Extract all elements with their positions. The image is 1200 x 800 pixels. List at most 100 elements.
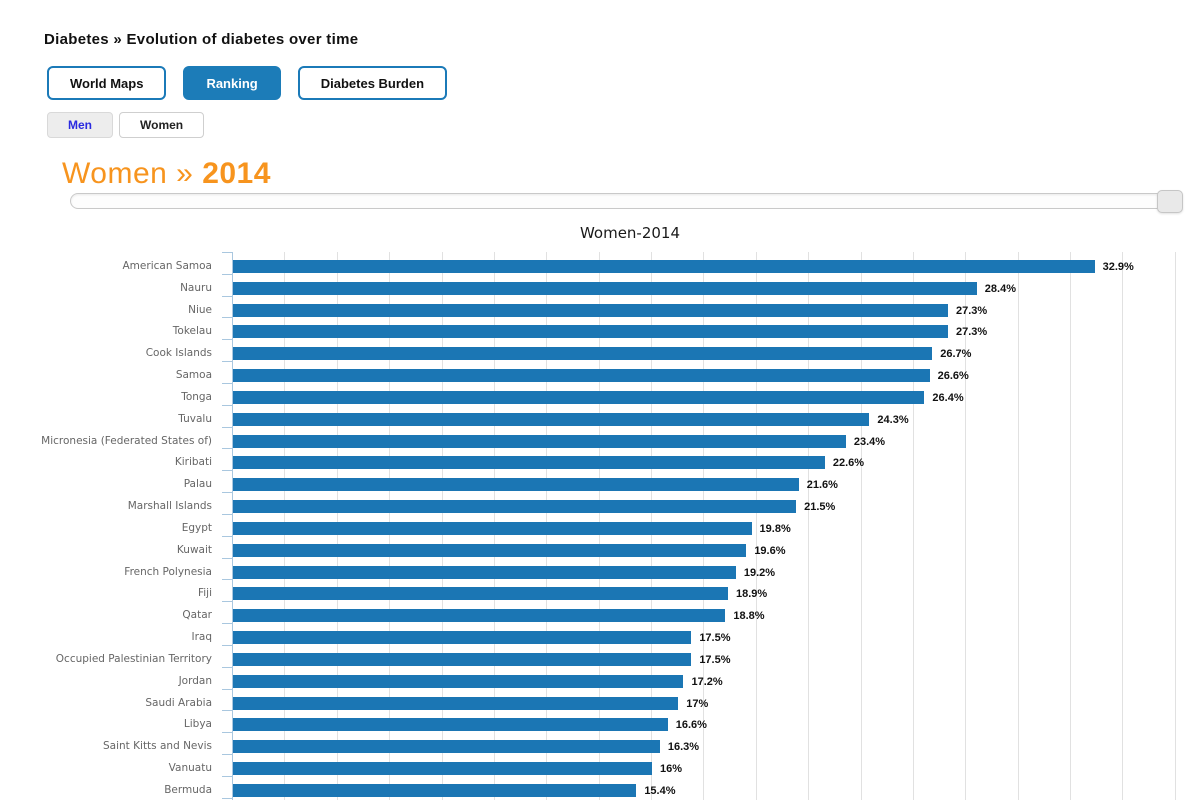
y-axis-tick (222, 273, 232, 275)
y-axis-tick (222, 252, 232, 253)
y-axis-tick (222, 295, 232, 297)
y-axis-tick (222, 470, 232, 472)
category-label: American Samoa (122, 260, 213, 272)
y-axis-tick (222, 754, 232, 756)
bar[interactable] (233, 521, 752, 535)
category-label: Saint Kitts and Nevis (103, 740, 212, 753)
value-label: 15.4% (644, 784, 676, 797)
category-label: Tuvalu (178, 412, 212, 425)
x-gridline (808, 252, 810, 800)
value-label: 32.9% (1102, 261, 1134, 273)
y-axis-tick (222, 775, 232, 777)
ranking-bar-chart: Women-2014 American Samoa 32.9% Nauru 28.4%… (0, 222, 1200, 800)
x-gridline (965, 252, 967, 800)
value-label: 26.7% (940, 348, 972, 361)
bar[interactable] (233, 587, 728, 601)
bar[interactable] (233, 369, 930, 383)
tab-world-maps[interactable]: World Maps (47, 66, 167, 100)
tab-diabetes-burden[interactable]: Diabetes Burden (297, 66, 448, 100)
y-axis-tick (222, 557, 232, 559)
category-label: Cook Islands (145, 347, 212, 360)
bar[interactable] (233, 260, 1095, 273)
bar[interactable] (233, 631, 692, 645)
value-label: 26.4% (932, 391, 964, 404)
value-label: 17% (686, 697, 709, 710)
x-gridline (1174, 252, 1176, 800)
value-label: 16% (660, 763, 683, 776)
bar[interactable] (233, 565, 736, 579)
value-label: 27.3% (955, 326, 988, 339)
bar[interactable] (233, 740, 660, 754)
value-label: 16.6% (675, 719, 707, 732)
y-axis-tick (222, 579, 232, 581)
category-label: Palau (183, 478, 212, 491)
value-label: 18.9% (735, 588, 768, 601)
bar[interactable] (233, 718, 668, 732)
category-label: Kuwait (176, 543, 212, 556)
y-axis-line (232, 252, 233, 800)
bar[interactable] (233, 674, 684, 688)
category-label: Marshall Islands (127, 500, 212, 513)
bar[interactable] (233, 783, 637, 797)
x-gridline (1122, 252, 1124, 800)
bar[interactable] (233, 412, 870, 426)
value-label: 17.5% (699, 632, 731, 645)
y-axis-tick (222, 601, 232, 603)
y-axis-tick (222, 448, 232, 450)
gender-tab-men[interactable]: Men (47, 112, 113, 138)
section-heading-prefix: Women » (62, 157, 194, 190)
y-axis-tick (222, 688, 232, 690)
tab-ranking[interactable]: Ranking (183, 66, 281, 100)
bar[interactable] (233, 696, 679, 710)
y-axis-tick (222, 361, 232, 363)
y-axis-tick (222, 535, 232, 537)
value-label: 26.6% (937, 370, 969, 383)
y-axis-tick (222, 623, 232, 625)
y-axis-tick (222, 797, 232, 799)
bar[interactable] (233, 500, 797, 514)
y-axis-tick (222, 404, 232, 406)
bar[interactable] (233, 478, 799, 492)
bar[interactable] (233, 543, 747, 557)
category-label: Kiribati (174, 456, 212, 469)
bar[interactable] (233, 609, 726, 623)
view-tabs: World Maps Ranking Diabetes Burden (47, 66, 448, 100)
category-label: Jordan (178, 674, 212, 687)
category-label: Occupied Palestinian Territory (55, 652, 212, 665)
value-label: 17.2% (691, 675, 723, 688)
y-axis-tick (222, 732, 232, 734)
value-label: 16.3% (667, 741, 700, 754)
y-axis-tick (222, 710, 232, 712)
y-axis-tick (222, 426, 232, 428)
category-label: Tonga (181, 390, 212, 403)
category-label: Fiji (197, 587, 212, 600)
category-label: Samoa (175, 369, 212, 382)
x-gridline (1070, 252, 1072, 800)
value-label: 27.3% (955, 304, 988, 317)
bar[interactable] (233, 390, 925, 404)
year-slider-track[interactable] (70, 190, 1183, 213)
x-gridline (860, 252, 862, 800)
x-gridline (755, 252, 757, 800)
bar[interactable] (233, 303, 948, 317)
category-label: Bermuda (164, 783, 212, 796)
value-label: 23.4% (853, 435, 886, 448)
y-axis-tick (222, 339, 232, 341)
bar[interactable] (233, 325, 948, 339)
y-axis-tick (222, 513, 232, 515)
value-label: 19.6% (754, 544, 786, 557)
y-axis-tick (222, 492, 232, 494)
category-label: Iraq (191, 631, 212, 644)
bar[interactable] (233, 456, 825, 470)
chart-title: Women-2014 (579, 224, 681, 242)
category-label: Niue (188, 303, 212, 316)
y-axis-tick (222, 382, 232, 384)
bar[interactable] (233, 652, 692, 666)
bar[interactable] (233, 347, 933, 361)
bar[interactable] (233, 762, 653, 776)
bar[interactable] (233, 281, 977, 295)
category-label: Tokelau (172, 325, 212, 338)
gender-tab-women[interactable]: Women (119, 112, 205, 138)
year-slider-handle[interactable] (1157, 190, 1183, 213)
bar[interactable] (233, 434, 846, 448)
